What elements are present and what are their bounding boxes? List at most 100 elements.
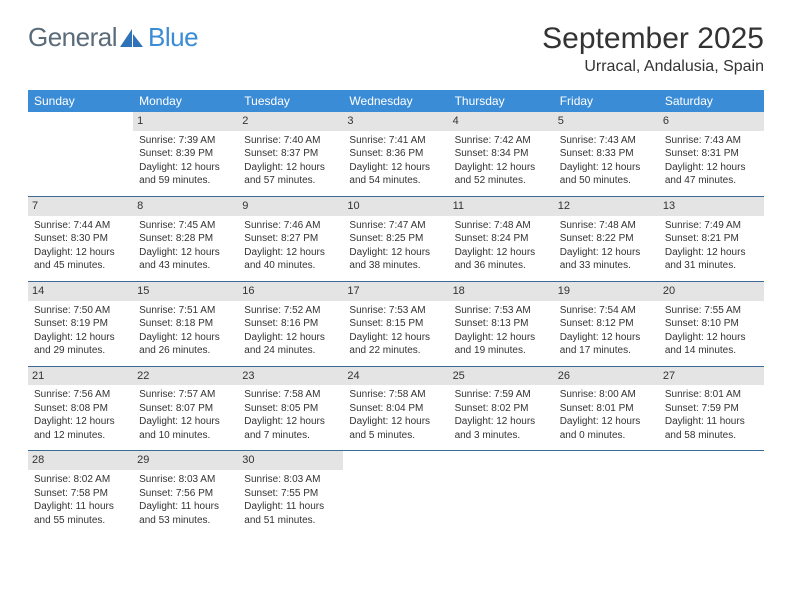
calendar-cell: 29Sunrise: 8:03 AMSunset: 7:56 PMDayligh… <box>133 451 238 535</box>
calendar-row: 7 Sunrise: 7:44 AMSunset: 8:30 PM Daylight… <box>28 196 764 281</box>
sunrise-text: Sunrise: 7:47 AM <box>349 219 442 233</box>
day-number: 28 <box>28 451 133 470</box>
brand-part2: Blue <box>148 22 198 53</box>
sunset-text: Sunset: 8:13 PM <box>455 317 548 331</box>
daylight-text: Daylight: 12 hours and 47 minutes. <box>665 161 758 188</box>
daylight-text: Daylight: 12 hours and 38 minutes. <box>349 246 442 273</box>
sunrise-text: Sunrise: 7:43 AM <box>560 134 653 148</box>
day-header: Saturday <box>659 90 764 112</box>
calendar-cell: 4Sunrise: 7:42 AMSunset: 8:34 PMDaylight… <box>449 112 554 196</box>
sunrise-text: Sunrise: 7:50 AM <box>34 304 127 318</box>
sunrise-text: Sunrise: 8:02 AM <box>34 473 127 487</box>
calendar-cell: 30Sunrise: 8:03 AMSunset: 7:55 PMDayligh… <box>238 451 343 535</box>
day-number: 25 <box>449 367 554 386</box>
header: General Blue September 2025 Urracal, And… <box>28 22 764 76</box>
calendar-cell: 1Sunrise: 7:39 AMSunset: 8:39 PMDaylight… <box>133 112 238 196</box>
brand-sail-icon <box>119 27 145 49</box>
sunset-text: Sunset: 8:01 PM <box>560 402 653 416</box>
sunrise-text: Sunrise: 8:03 AM <box>139 473 232 487</box>
calendar-body: 1Sunrise: 7:39 AMSunset: 8:39 PMDaylight… <box>28 112 764 535</box>
daylight-text: Daylight: 12 hours and 29 minutes. <box>34 331 127 358</box>
daylight-text: Daylight: 12 hours and 54 minutes. <box>349 161 442 188</box>
brand-part1: General <box>28 22 117 53</box>
sunset-text: Sunset: 7:58 PM <box>34 487 127 501</box>
day-number: 10 <box>343 197 448 216</box>
daylight-text: Daylight: 12 hours and 5 minutes. <box>349 415 442 442</box>
sunrise-text: Sunrise: 7:48 AM <box>560 219 653 233</box>
sunrise-text: Sunrise: 7:58 AM <box>244 388 337 402</box>
calendar-cell: 7Sunrise: 7:44 AMSunset: 8:30 PMDaylight… <box>28 196 133 281</box>
calendar-cell <box>449 451 554 535</box>
day-number: 29 <box>133 451 238 470</box>
daylight-text: Daylight: 12 hours and 10 minutes. <box>139 415 232 442</box>
daylight-text: Daylight: 12 hours and 36 minutes. <box>455 246 548 273</box>
sunrise-text: Sunrise: 7:42 AM <box>455 134 548 148</box>
daylight-text: Daylight: 12 hours and 19 minutes. <box>455 331 548 358</box>
calendar-row: 21Sunrise: 7:56 AMSunset: 8:08 PMDayligh… <box>28 366 764 451</box>
daylight-text: Daylight: 12 hours and 22 minutes. <box>349 331 442 358</box>
day-header: Thursday <box>449 90 554 112</box>
sunset-text: Sunset: 8:18 PM <box>139 317 232 331</box>
sunrise-text: Sunrise: 7:44 AM <box>34 219 127 233</box>
sunrise-text: Sunrise: 7:48 AM <box>455 219 548 233</box>
day-number: 12 <box>554 197 659 216</box>
sunset-text: Sunset: 8:30 PM <box>34 232 127 246</box>
daylight-text: Daylight: 12 hours and 26 minutes. <box>139 331 232 358</box>
day-number: 26 <box>554 367 659 386</box>
sunrise-text: Sunrise: 7:46 AM <box>244 219 337 233</box>
sunrise-text: Sunrise: 7:52 AM <box>244 304 337 318</box>
day-number: 16 <box>238 282 343 301</box>
calendar-cell: 11Sunrise: 7:48 AMSunset: 8:24 PMDayligh… <box>449 196 554 281</box>
day-number: 14 <box>28 282 133 301</box>
daylight-text: Daylight: 11 hours and 51 minutes. <box>244 500 337 527</box>
daylight-text: Daylight: 12 hours and 52 minutes. <box>455 161 548 188</box>
day-number: 22 <box>133 367 238 386</box>
sunrise-text: Sunrise: 7:55 AM <box>665 304 758 318</box>
day-number: 20 <box>659 282 764 301</box>
calendar-cell: 17Sunrise: 7:53 AMSunset: 8:15 PMDayligh… <box>343 281 448 366</box>
brand-logo: General Blue <box>28 22 198 53</box>
day-header: Friday <box>554 90 659 112</box>
sunset-text: Sunset: 8:12 PM <box>560 317 653 331</box>
daylight-text: Daylight: 12 hours and 14 minutes. <box>665 331 758 358</box>
sunset-text: Sunset: 7:55 PM <box>244 487 337 501</box>
sunset-text: Sunset: 8:08 PM <box>34 402 127 416</box>
daylight-text: Daylight: 12 hours and 50 minutes. <box>560 161 653 188</box>
calendar-cell: 23Sunrise: 7:58 AMSunset: 8:05 PMDayligh… <box>238 366 343 451</box>
daylight-text: Daylight: 12 hours and 12 minutes. <box>34 415 127 442</box>
daylight-text: Daylight: 12 hours and 31 minutes. <box>665 246 758 273</box>
daylight-text: Daylight: 12 hours and 17 minutes. <box>560 331 653 358</box>
sunrise-text: Sunrise: 7:58 AM <box>349 388 442 402</box>
sunset-text: Sunset: 7:56 PM <box>139 487 232 501</box>
sunset-text: Sunset: 8:15 PM <box>349 317 442 331</box>
day-number: 13 <box>659 197 764 216</box>
calendar-cell: 8Sunrise: 7:45 AMSunset: 8:28 PMDaylight… <box>133 196 238 281</box>
calendar-cell: 25Sunrise: 7:59 AMSunset: 8:02 PMDayligh… <box>449 366 554 451</box>
calendar-cell: 20 Sunrise: 7:55 AMSunset: 8:10 PMDayligh… <box>659 281 764 366</box>
day-number: 30 <box>238 451 343 470</box>
sunset-text: Sunset: 8:10 PM <box>665 317 758 331</box>
calendar-cell <box>28 112 133 196</box>
calendar-cell: 16Sunrise: 7:52 AMSunset: 8:16 PMDayligh… <box>238 281 343 366</box>
calendar-cell: 22Sunrise: 7:57 AMSunset: 8:07 PMDayligh… <box>133 366 238 451</box>
sunrise-text: Sunrise: 7:56 AM <box>34 388 127 402</box>
day-number: 7 <box>28 197 133 216</box>
day-number: 6 <box>659 112 764 131</box>
day-number: 4 <box>449 112 554 131</box>
day-header: Tuesday <box>238 90 343 112</box>
sunset-text: Sunset: 8:31 PM <box>665 147 758 161</box>
sunset-text: Sunset: 8:16 PM <box>244 317 337 331</box>
calendar-cell: 13Sunrise: 7:49 AMSunset: 8:21 PMDayligh… <box>659 196 764 281</box>
sunset-text: Sunset: 8:22 PM <box>560 232 653 246</box>
calendar-cell: 26Sunrise: 8:00 AMSunset: 8:01 PMDayligh… <box>554 366 659 451</box>
sunset-text: Sunset: 8:21 PM <box>665 232 758 246</box>
calendar-cell <box>554 451 659 535</box>
daylight-text: Daylight: 11 hours and 55 minutes. <box>34 500 127 527</box>
sunset-text: Sunset: 7:59 PM <box>665 402 758 416</box>
calendar-row: 14Sunrise: 7:50 AMSunset: 8:19 PMDayligh… <box>28 281 764 366</box>
day-header: Sunday <box>28 90 133 112</box>
sunrise-text: Sunrise: 7:59 AM <box>455 388 548 402</box>
sunset-text: Sunset: 8:05 PM <box>244 402 337 416</box>
calendar-cell: 6Sunrise: 7:43 AMSunset: 8:31 PMDaylight… <box>659 112 764 196</box>
day-number: 18 <box>449 282 554 301</box>
